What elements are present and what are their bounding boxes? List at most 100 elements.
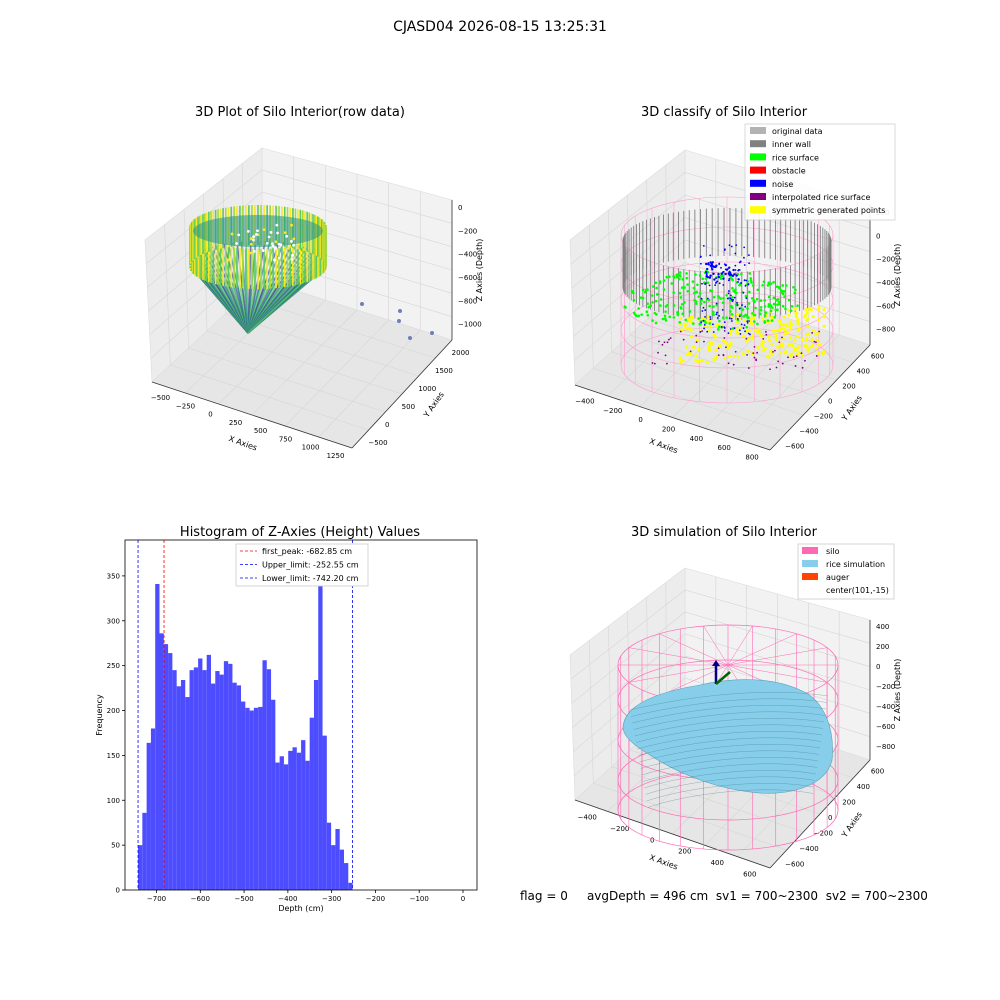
- rice-surface-point: [794, 288, 797, 291]
- rice-surface-point: [694, 273, 697, 276]
- rice-surface-point: [784, 307, 787, 311]
- symmetric-point: [795, 311, 799, 315]
- symmetric-point: [783, 327, 787, 332]
- x-tick-label: 1000: [302, 444, 320, 452]
- y-tick-label: 600: [871, 768, 884, 776]
- x-axis-label: X Axies: [648, 853, 679, 872]
- noise-point: [708, 276, 712, 279]
- rice-surface-point: [763, 305, 767, 308]
- rice-surface-point: [730, 277, 734, 281]
- x-tick-label: −600: [191, 895, 210, 903]
- rice-surface-point: [729, 310, 732, 313]
- rice-surface-point: [646, 313, 650, 317]
- symmetric-point: [724, 341, 728, 345]
- noise-point: [714, 284, 717, 286]
- x-tick-label: −500: [151, 394, 170, 402]
- rice-surface-point: [632, 298, 636, 302]
- rice-surface-point: [691, 280, 695, 283]
- noise-point: [748, 262, 751, 265]
- rice-surface-point: [695, 290, 699, 294]
- noise-point: [717, 273, 720, 276]
- histogram-bar: [309, 717, 314, 890]
- rice-surface-point: [651, 301, 654, 304]
- rice-surface-point: [781, 284, 785, 287]
- legend-swatch: [750, 127, 766, 134]
- symmetric-point: [712, 357, 716, 362]
- symmetric-point: [694, 354, 698, 358]
- z-axis-label: Z Axies (Depth): [475, 239, 484, 302]
- rice-surface-point: [755, 297, 759, 301]
- interpolated-point: [661, 343, 664, 346]
- z-tick-label: −200: [458, 227, 477, 235]
- interpolated-point: [777, 360, 780, 363]
- noise-point: [724, 263, 727, 267]
- symmetric-point: [707, 348, 711, 352]
- histogram-bar: [275, 762, 280, 890]
- noise-point: [720, 266, 722, 269]
- y-tick-label: 200: [842, 383, 855, 391]
- rice-surface-point: [672, 291, 675, 294]
- noise-point: [722, 270, 725, 273]
- x-tick-label: 200: [662, 426, 675, 434]
- interpolated-point: [732, 363, 735, 366]
- z-tick-label: −600: [458, 274, 477, 282]
- noise-point: [737, 278, 740, 281]
- histogram-bar: [288, 750, 293, 890]
- data-point: [292, 243, 296, 247]
- symmetric-point: [706, 315, 710, 319]
- symmetric-point: [712, 333, 716, 337]
- symmetric-point: [806, 347, 810, 351]
- symmetric-point: [805, 318, 809, 323]
- rice-surface-point: [721, 274, 725, 278]
- noise-point: [729, 294, 732, 297]
- rice-surface-point: [746, 316, 749, 319]
- rice-surface-point: [698, 322, 702, 326]
- interpolated-point: [755, 359, 758, 362]
- symmetric-point: [679, 328, 684, 332]
- symmetric-point: [760, 344, 764, 348]
- chart-title: 3D classify of Silo Interior: [641, 105, 808, 120]
- noise-point: [699, 331, 702, 333]
- legend-box: [744, 123, 896, 221]
- rice-surface-point: [751, 284, 755, 287]
- histogram-bar: [279, 756, 284, 890]
- y-tick-label: 400: [857, 368, 870, 376]
- rice-surface-point: [796, 304, 799, 307]
- rice-surface-point: [712, 295, 716, 299]
- legend-swatch: [750, 140, 766, 148]
- rice-surface-point: [695, 302, 698, 305]
- symmetric-point: [791, 343, 795, 347]
- legend-swatch: [750, 166, 766, 174]
- rice-surface-point: [670, 282, 674, 285]
- rice-surface-point: [672, 316, 676, 319]
- rice-surface-point: [742, 315, 746, 318]
- rice-surface-point: [753, 320, 756, 323]
- legend-label: auger: [826, 573, 850, 582]
- symmetric-point: [714, 348, 718, 352]
- histogram-bar: [313, 680, 319, 890]
- y-tick-label: 1500: [435, 367, 453, 375]
- interpolated-point: [682, 338, 685, 341]
- rice-surface-point: [662, 279, 666, 282]
- symmetric-point: [747, 328, 751, 332]
- rice-surface-point: [740, 272, 743, 276]
- interpolated-point: [795, 355, 798, 358]
- histogram-bar: [271, 699, 276, 890]
- symmetric-point: [735, 331, 740, 335]
- data-point: [274, 240, 278, 244]
- legend-box: [235, 543, 369, 587]
- data-point: [292, 237, 296, 241]
- x-axis-line: [151, 381, 353, 449]
- symmetric-point: [822, 314, 826, 318]
- histogram-bar: [168, 653, 173, 890]
- y-tick-label: −400: [799, 845, 818, 853]
- symmetric-point: [729, 342, 733, 346]
- y-tick-label: 0: [385, 421, 389, 429]
- rice-surface-point: [759, 299, 763, 302]
- symmetric-point: [811, 329, 815, 333]
- rice-surface-point: [735, 291, 738, 295]
- grid-line: [570, 589, 871, 680]
- symmetric-point: [776, 345, 780, 349]
- rice-surface-point: [763, 299, 767, 302]
- symmetric-point: [728, 354, 732, 358]
